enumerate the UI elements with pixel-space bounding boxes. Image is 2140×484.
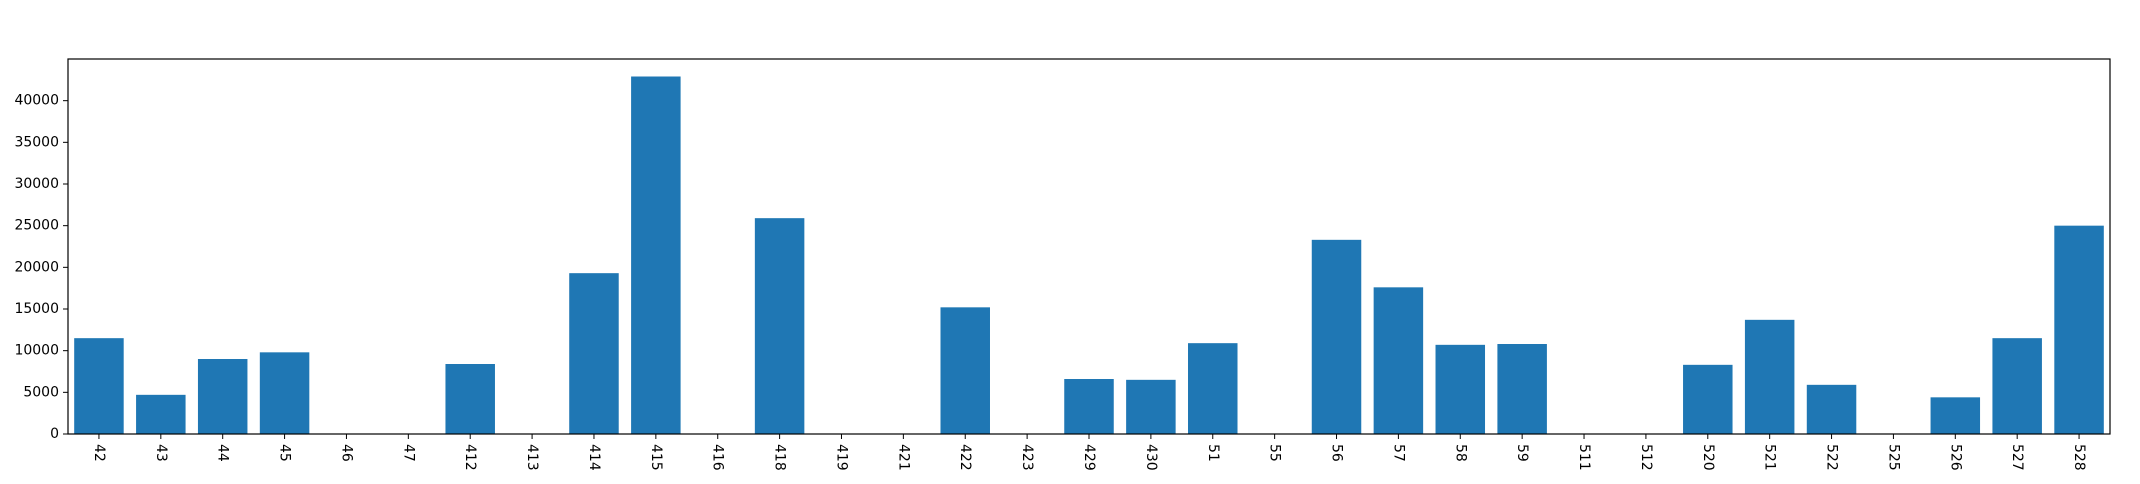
y-tick-label: 25000 <box>14 218 59 234</box>
x-tick-label: 429 <box>1081 444 1097 471</box>
x-tick-label: 45 <box>277 444 293 462</box>
bar-520 <box>1683 364 1733 434</box>
bar-45 <box>259 352 310 434</box>
bar-521 <box>1744 319 1795 434</box>
x-tick-label: 512 <box>1638 444 1654 471</box>
x-tick-label: 422 <box>957 444 973 471</box>
x-tick-label: 414 <box>586 444 602 471</box>
bar-58 <box>1435 344 1486 434</box>
x-tick-label: 51 <box>1205 444 1221 462</box>
y-tick-label: 40000 <box>14 93 59 109</box>
x-tick-label: 521 <box>1762 444 1778 471</box>
bar-412 <box>445 364 495 434</box>
y-tick-label: 30000 <box>14 176 59 192</box>
x-tick-label: 416 <box>710 444 726 471</box>
x-tick-label: 527 <box>2009 444 2025 471</box>
x-tick-label: 46 <box>338 444 354 462</box>
y-tick-label: 0 <box>50 426 59 442</box>
x-tick-label: 528 <box>2071 444 2087 471</box>
x-tick-label: 419 <box>833 444 849 471</box>
x-tick-label: 423 <box>1019 444 1035 471</box>
x-tick-label: 522 <box>1824 444 1840 471</box>
x-tick-label: 43 <box>153 444 169 462</box>
bar-56 <box>1311 239 1362 434</box>
bar-44 <box>197 359 248 434</box>
x-tick-label: 56 <box>1329 444 1345 462</box>
x-tick-label: 57 <box>1390 444 1406 462</box>
bar-422 <box>940 307 990 434</box>
y-tick-label: 10000 <box>14 343 59 359</box>
bar-414 <box>569 273 619 434</box>
x-tick-label: 412 <box>462 444 478 471</box>
x-tick-label: 421 <box>895 444 911 471</box>
y-tick-label: 20000 <box>14 259 59 275</box>
bar-526 <box>1930 397 1981 434</box>
bar-429 <box>1064 379 1114 434</box>
bar-522 <box>1806 384 1857 434</box>
bar-430 <box>1126 379 1176 434</box>
y-tick-label: 5000 <box>23 384 59 400</box>
bars-layer <box>74 76 2104 434</box>
bar-43 <box>136 394 186 434</box>
x-tick-label: 525 <box>1885 444 1901 471</box>
bar-57 <box>1373 287 1424 434</box>
y-tick-label: 15000 <box>14 301 59 317</box>
bar-415 <box>631 76 681 434</box>
x-tick-label: 415 <box>648 444 664 471</box>
x-tick-label: 55 <box>1267 444 1283 462</box>
x-tick-label: 511 <box>1576 444 1592 471</box>
bar-418 <box>754 218 805 434</box>
x-tick-label: 59 <box>1514 444 1530 462</box>
y-axis: 0 5000 10000 15000 20000 25000 30000 35000 40000 <box>14 93 68 442</box>
x-tick-label: 418 <box>772 444 788 471</box>
x-tick-label: 413 <box>524 444 540 471</box>
bar-42 <box>74 338 124 434</box>
plot-frame <box>67 58 2111 435</box>
y-tick-label: 35000 <box>14 134 59 150</box>
x-tick-label: 526 <box>1947 444 1963 471</box>
x-tick-label: 44 <box>215 444 231 462</box>
x-axis: 42 43 44 45 46 47 412 413 414 415 416 418 419 421 422 4… <box>91 434 2087 471</box>
x-tick-label: 47 <box>400 444 416 462</box>
bar-527 <box>1992 338 2042 434</box>
bar-59 <box>1497 344 1547 434</box>
x-tick-label: 520 <box>1700 444 1716 471</box>
bar-528 <box>2054 225 2104 434</box>
x-tick-label: 58 <box>1452 444 1468 462</box>
bar-51 <box>1188 343 1238 434</box>
x-tick-label: 42 <box>91 444 107 462</box>
x-tick-label: 430 <box>1143 444 1159 471</box>
